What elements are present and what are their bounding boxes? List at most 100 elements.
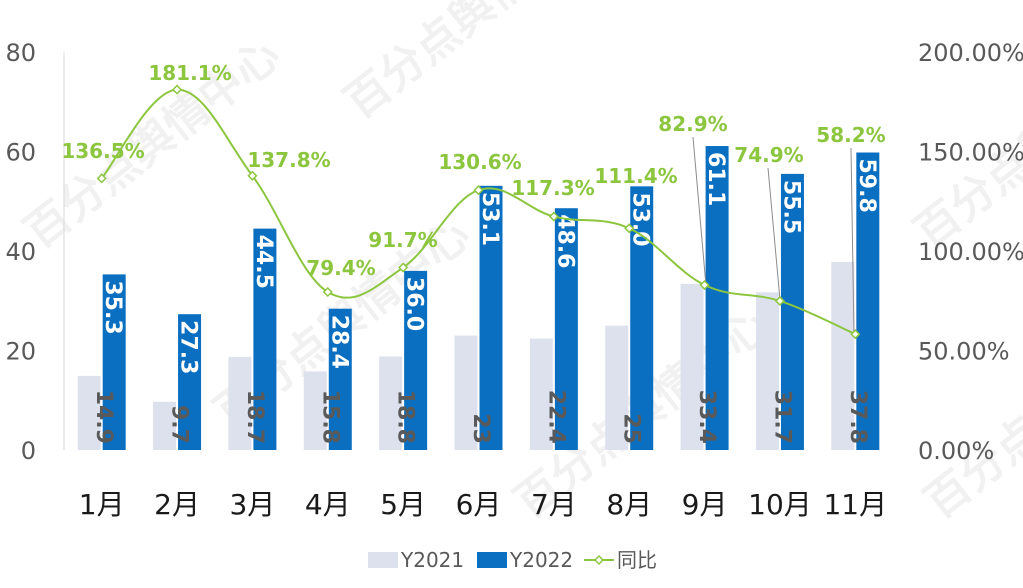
watermark-text: 百分点舆情中心 [335, 0, 609, 129]
data-label-y2022: 53.0 [628, 192, 653, 246]
yoy-point [548, 211, 559, 222]
bar-y2022 [856, 152, 880, 450]
bar-y2022 [404, 270, 428, 450]
yoy-point [473, 185, 484, 196]
legend-marker-yoy [593, 554, 605, 566]
right-axis: 0.00% 50.00% 100.00% 150.00% 200.00% [918, 39, 1023, 465]
bar-y2021 [228, 356, 252, 450]
left-axis-tick-label: 80 [5, 39, 36, 67]
data-label-yoy: 117.3% [511, 176, 594, 200]
legend-swatch-y2022 [477, 552, 507, 568]
left-axis: 0 20 40 60 80 [5, 39, 36, 465]
data-label-yoy: 79.4% [306, 256, 375, 280]
bar-y2022 [705, 146, 729, 450]
bars: 14.9 35.3 9.7 27.3 18.7 44.5 15.8 28.4 18.8 36.0 2… [77, 146, 880, 450]
category-label: 7月 [531, 488, 577, 521]
bar-y2022 [178, 314, 202, 450]
category-label: 4月 [305, 488, 351, 521]
data-label-y2022: 61.1 [703, 152, 728, 206]
category-label: 6月 [456, 488, 502, 521]
yoy-line-series: 136.5% 181.1% 137.8% 79.4% 91.7% 130.6%117.3%… [61, 61, 886, 340]
watermark-text: 百分点舆情中心 [915, 299, 1023, 529]
legend-label-yoy: 同比 [617, 548, 657, 572]
data-label-y2021: 9.7 [167, 405, 192, 444]
bar-y2022 [630, 186, 654, 450]
data-label-y2021: 18.7 [242, 390, 267, 444]
yoy-point [398, 262, 409, 273]
category-label: 11月 [823, 488, 887, 521]
data-label-y2022: 27.3 [176, 320, 201, 374]
data-label-y2021: 18.8 [393, 390, 418, 444]
data-label-y2022: 44.5 [251, 235, 276, 289]
data-label-y2022: 55.5 [778, 180, 803, 234]
bar-y2022 [102, 274, 126, 450]
data-label-y2021: 31.7 [769, 390, 794, 444]
leader-line [692, 136, 707, 287]
left-axis-tick-label: 40 [5, 238, 36, 266]
data-label-y2022: 36.0 [402, 277, 427, 331]
data-label-yoy: 58.2% [816, 123, 885, 147]
data-label-y2021: 22.4 [543, 390, 568, 444]
data-label-yoy: 82.9% [658, 112, 727, 136]
left-axis-tick-label: 20 [5, 338, 36, 366]
category-label: 9月 [682, 488, 728, 521]
data-label-y2021: 25 [619, 413, 644, 444]
leader-lines [692, 136, 855, 336]
bar-y2021 [454, 335, 478, 450]
right-axis-tick-label: 100.00% [918, 238, 1023, 266]
data-label-y2021: 33.4 [694, 390, 719, 444]
category-label: 3月 [229, 488, 275, 521]
bar-y2021 [680, 283, 704, 450]
data-label-yoy: 74.9% [734, 143, 803, 167]
category-labels: 1月 2月 3月 4月 5月 6月 7月 8月 9月 10月 11月 [79, 488, 887, 521]
yoy-point [774, 295, 786, 307]
category-label: 1月 [79, 488, 125, 521]
bar-y2022 [780, 173, 804, 450]
data-label-y2022: 53.1 [477, 192, 502, 246]
bar-y2021 [529, 338, 553, 450]
bar-y2022 [479, 185, 503, 450]
data-label-yoy: 91.7% [368, 228, 437, 252]
data-label-y2021: 37.8 [845, 390, 870, 444]
yoy-point [171, 84, 183, 95]
bar-y2021 [831, 261, 855, 450]
bar-y2022 [554, 208, 578, 450]
category-label: 10月 [748, 488, 812, 521]
yoy-point [850, 329, 861, 340]
data-label-yoy: 181.1% [148, 61, 231, 85]
right-axis-tick-label: 200.00% [918, 39, 1023, 67]
data-label-yoy: 130.6% [438, 150, 521, 174]
right-axis-tick-label: 0.00% [918, 437, 994, 465]
bar-y2021 [605, 325, 629, 450]
data-label-y2021: 15.8 [317, 390, 342, 444]
left-axis-tick-label: 0 [21, 437, 36, 465]
yoy-point [624, 223, 635, 234]
left-axis-tick-label: 60 [5, 139, 36, 167]
bar-y2021 [153, 401, 177, 450]
right-axis-tick-label: 150.00% [918, 139, 1023, 167]
legend: Y2021 Y2022 同比 [368, 548, 657, 572]
data-label-y2022: 48.6 [552, 214, 577, 268]
data-label-yoy: 111.4% [594, 164, 677, 188]
leader-line [850, 147, 855, 336]
bar-y2022 [328, 308, 352, 450]
legend-label-y2022: Y2022 [509, 548, 573, 572]
data-label-y2022: 35.3 [100, 280, 125, 334]
data-label-yoy: 136.5% [61, 139, 144, 163]
yoy-point [322, 286, 333, 298]
bar-y2021 [303, 371, 327, 450]
data-label-y2022: 28.4 [326, 315, 351, 369]
yoy-point [699, 279, 710, 291]
data-label-y2022: 59.8 [854, 158, 879, 212]
bar-y2021 [379, 356, 403, 450]
yoy-line [100, 88, 856, 336]
legend-swatch-y2021 [368, 552, 398, 568]
category-label: 2月 [154, 488, 200, 521]
bar-y2021 [755, 292, 779, 450]
data-label-y2021: 14.9 [91, 390, 116, 444]
yoy-point [96, 173, 107, 184]
legend-label-y2021: Y2021 [400, 548, 464, 572]
bar-y2021 [77, 375, 101, 450]
category-label: 5月 [380, 488, 426, 521]
